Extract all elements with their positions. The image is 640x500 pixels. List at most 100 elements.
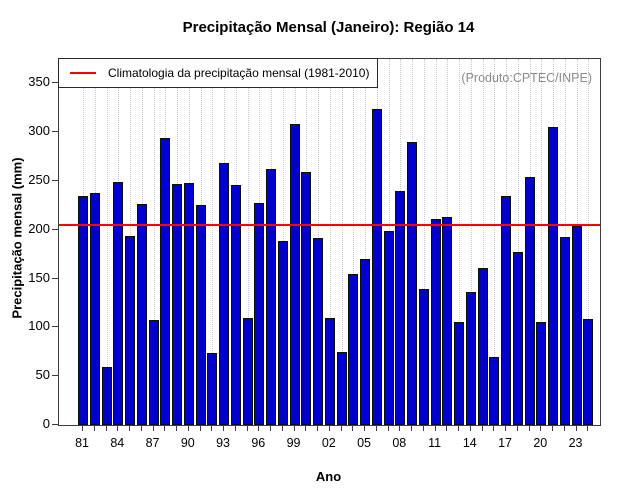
vertical-gridline [470,59,472,425]
legend-label: Climatologia da precipitação mensal (198… [108,66,370,80]
x-tick [152,426,154,431]
vertical-gridline [494,59,496,425]
vertical-gridline [459,59,461,425]
y-tick [52,179,58,181]
bar-1982 [89,192,100,425]
vertical-gridline [212,59,214,425]
x-tick [117,426,119,431]
y-tick [52,326,58,328]
bar-2020 [536,321,547,425]
x-tick [317,426,319,431]
x-tick [375,426,377,431]
x-tick-label: 84 [110,436,125,450]
bar-2022 [559,236,570,425]
x-tick [140,426,142,431]
bar-1994 [230,184,241,425]
x-tick [516,426,518,431]
bar-1993 [219,163,230,425]
chart-title: Precipitação Mensal (Janeiro): Região 14 [182,19,475,36]
y-tick [52,375,58,377]
x-tick [528,426,530,431]
produto-annotation: (Produto:CPTEC/INPE) [461,71,592,85]
y-tick-label: 150 [28,269,50,285]
bar-1991 [195,205,206,425]
vertical-gridline [247,59,249,425]
x-tick-label: 90 [180,436,195,450]
x-tick-label: 87 [145,436,160,450]
x-tick [469,426,471,431]
x-tick [540,426,542,431]
bar-2001 [313,237,324,425]
bar-2016 [489,356,500,425]
bar-1981 [78,195,89,425]
x-tick [187,426,189,431]
legend-red-line-sample [70,71,96,75]
y-tick-label: 0 [42,416,50,431]
bar-1996 [254,203,265,425]
bar-2024 [583,318,594,425]
vertical-gridline [588,59,590,425]
bar-1985 [125,235,136,425]
bar-1984 [113,181,124,425]
x-tick [176,426,178,431]
bar-2023 [571,225,582,425]
y-tick-label: 250 [28,171,50,187]
x-tick-label: 11 [428,436,442,450]
x-tick [223,426,225,431]
x-tick [446,426,448,431]
bar-1990 [183,182,194,425]
x-tick [399,426,401,431]
legend: Climatologia da precipitação mensal (198… [58,58,378,88]
bar-2012 [442,217,453,425]
y-tick-label: 50 [35,367,50,383]
bar-2009 [407,141,418,425]
x-tick [364,426,366,431]
bar-2013 [454,322,465,425]
vertical-gridline [365,59,367,425]
x-tick-label: 14 [462,436,477,450]
x-tick [234,426,236,431]
y-tick [52,228,58,230]
x-tick [505,426,507,431]
y-tick-label: 200 [28,220,50,236]
x-tick [387,426,389,431]
bar-2014 [465,292,476,425]
bar-2003 [336,351,347,425]
bar-1992 [207,352,218,425]
x-tick [434,426,436,431]
bar-2000 [301,172,312,425]
vertical-gridline [541,59,543,425]
x-tick [563,426,565,431]
vertical-gridline [353,59,355,425]
x-tick [552,426,554,431]
x-tick [164,426,166,431]
climatology-reference-line [59,223,600,226]
x-tick [481,426,483,431]
bar-1999 [289,124,300,425]
bar-2017 [501,195,512,425]
vertical-gridline [517,59,519,425]
bar-2008 [395,190,406,425]
bar-2007 [383,230,394,425]
vertical-gridline [482,59,484,425]
bar-2011 [430,218,441,425]
y-tick-label: 300 [28,123,50,139]
bar-1998 [277,241,288,425]
bar-1988 [160,137,171,425]
y-tick [52,82,58,84]
x-tick [328,426,330,431]
bar-1995 [242,317,253,425]
x-tick [270,426,272,431]
vertical-gridline [329,59,331,425]
x-tick [411,426,413,431]
bar-2006 [371,108,382,425]
bar-1997 [266,169,277,425]
y-tick-label: 350 [28,74,50,90]
x-tick [105,426,107,431]
x-tick [340,426,342,431]
x-tick [258,426,260,431]
bar-2005 [360,259,371,425]
x-tick [493,426,495,431]
bar-2019 [524,176,535,425]
bar-2010 [418,289,429,425]
